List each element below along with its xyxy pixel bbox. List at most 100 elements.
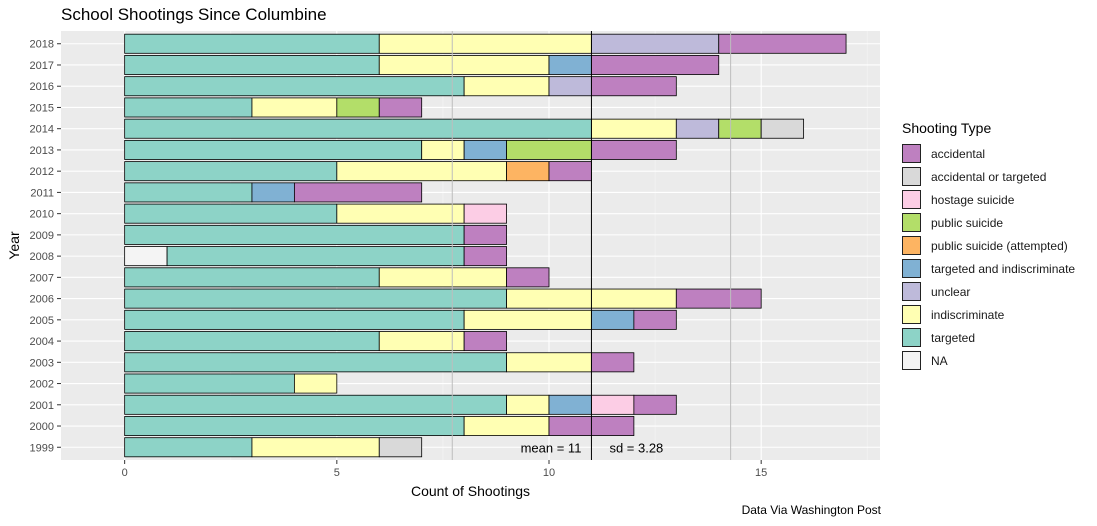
legend-item-targeted: targeted	[902, 326, 1075, 349]
y-tick-label: 2010	[30, 209, 54, 221]
x-tick-label: 10	[543, 467, 555, 479]
bar-segment-2017-targeted	[124, 55, 380, 75]
y-tick-label: 2000	[30, 421, 54, 433]
chart-title: School Shootings Since Columbine	[61, 5, 327, 24]
legend-swatch	[902, 282, 921, 301]
y-tick-label: 2009	[30, 230, 54, 242]
legend-label: targeted and indiscriminate	[931, 261, 1076, 276]
bar-segment-2008-targeted	[166, 246, 465, 267]
legend-swatch	[902, 351, 921, 370]
legend-swatch	[902, 213, 921, 232]
bar-segment-2013-public-suicide	[506, 139, 592, 160]
legend-label: public suicide	[931, 215, 1004, 230]
bar-segment-2015-public-suicide	[336, 97, 380, 118]
legend-label: public suicide (attempted)	[931, 238, 1068, 253]
bar-segment-2015-targeted	[124, 97, 253, 118]
bar-segment-2009-targeted	[124, 224, 465, 245]
bar-segment-2001-indiscriminate	[506, 394, 550, 415]
legend-item-accidental: accidental	[902, 142, 1075, 165]
x-tick-label: 5	[334, 467, 340, 479]
legend-swatch	[902, 190, 921, 209]
legend-item-na: NA	[902, 349, 1075, 372]
legend-item-unclear: unclear	[902, 280, 1075, 303]
bar-segment-2004-indiscriminate	[378, 331, 465, 352]
y-tick-label: 2006	[30, 294, 54, 306]
legend-item-accidental-or-targeted: accidental or targeted	[902, 165, 1075, 188]
bar-segment-2003-accidental	[591, 352, 635, 373]
bar-segment-2018-targeted	[124, 33, 380, 54]
legend-label: targeted	[931, 330, 976, 345]
bar-segment-2007-accidental	[506, 267, 550, 288]
bar-segment-2008-accidental	[463, 246, 507, 267]
x-axis-title: Count of Shootings	[411, 483, 530, 499]
bar-segment-2013-targeted	[124, 139, 423, 160]
bar-segment-2004-targeted	[124, 331, 380, 352]
bar-segment-2006-targeted	[124, 288, 507, 309]
bar-segment-2006-accidental	[675, 288, 762, 309]
legend-label: NA	[931, 353, 948, 368]
bar-segment-2013-accidental	[591, 139, 677, 160]
bar-segment-2012-indiscriminate	[336, 161, 507, 182]
bar-segment-1999-indiscriminate	[251, 437, 380, 458]
bar-segment-2011-targeted	[124, 182, 253, 203]
bar-segment-2003-indiscriminate	[506, 352, 592, 373]
bar-segment-2014-accidental-or-targeted	[760, 118, 805, 139]
bar-segment-2014-unclear	[675, 118, 720, 139]
legend: Shooting Type accidental accidental or ta…	[902, 120, 1075, 372]
y-tick-label: 2016	[30, 81, 54, 93]
bar-segment-2003-targeted	[124, 352, 507, 373]
bar-segment-2004-accidental	[463, 331, 507, 352]
bar-segment-2000-targeted	[124, 416, 465, 436]
bar-segment-2015-indiscriminate	[251, 97, 338, 118]
bar-segment-2011-accidental	[293, 182, 423, 203]
bar-segment-2001-accidental	[633, 394, 677, 415]
y-tick-label: 1999	[30, 442, 54, 454]
legend-label: indiscriminate	[931, 307, 1005, 322]
legend-swatch	[902, 167, 921, 186]
legend-label: hostage suicide	[931, 192, 1015, 207]
chart-caption: Data Via Washington Post	[741, 503, 881, 517]
bar-segment-2018-indiscriminate	[378, 33, 592, 54]
bar-segment-2010-hostage-suicide	[463, 203, 507, 224]
bar-segment-2018-accidental	[718, 33, 847, 54]
y-tick-label: 2015	[30, 102, 54, 114]
legend-swatch	[902, 144, 921, 163]
bar-segment-2018-unclear	[591, 33, 720, 54]
bar-segment-2016-unclear	[548, 76, 592, 97]
x-tick-label: 15	[755, 467, 767, 479]
mean-annotation: mean = 11	[521, 440, 582, 455]
bar-segment-2005-targeted	[124, 309, 465, 330]
y-axis-title: Year	[6, 231, 22, 260]
y-tick-label: 2005	[30, 315, 54, 327]
legend-item-indiscriminate: indiscriminate	[902, 303, 1075, 326]
legend-swatch	[902, 259, 921, 278]
legend-swatch	[902, 328, 921, 347]
bar-segment-2005-accidental	[633, 309, 677, 330]
y-tick-label: 2004	[30, 336, 54, 348]
legend-label: unclear	[931, 284, 971, 299]
bar-segment-2002-targeted	[124, 373, 295, 394]
bar-segment-1999-accidental-or-targeted	[378, 437, 423, 458]
bar-segment-2005-indiscriminate	[463, 309, 592, 330]
legend-item-hostage-suicide: hostage suicide	[902, 188, 1075, 211]
bar-segment-2001-targeted	[124, 394, 507, 415]
y-tick-label: 2003	[30, 357, 54, 369]
bar-segment-2012-targeted	[124, 161, 338, 182]
x-tick-label: 0	[122, 467, 128, 479]
bar-segment-2002-indiscriminate	[293, 373, 338, 394]
legend-item-targeted-and-indiscriminate: targeted and indiscriminate	[902, 257, 1075, 280]
legend-label: accidental	[931, 146, 986, 161]
legend-item-public-suicide: public suicide	[902, 211, 1075, 234]
bar-segment-1999-targeted	[124, 437, 253, 458]
y-tick-label: 2013	[30, 145, 54, 157]
legend-label: accidental or targeted	[931, 169, 1047, 184]
bar-segment-2013-targeted-and-indiscriminate	[463, 139, 507, 160]
legend-item-public-suicide-attempted: public suicide (attempted)	[902, 234, 1075, 257]
y-tick-label: 2017	[30, 60, 54, 72]
bar-segment-2008-na	[124, 246, 168, 267]
bar-segment-2010-targeted	[124, 203, 338, 224]
legend-title: Shooting Type	[902, 120, 992, 136]
bar-segment-2014-indiscriminate	[591, 118, 677, 139]
y-tick-label: 2018	[30, 39, 54, 51]
